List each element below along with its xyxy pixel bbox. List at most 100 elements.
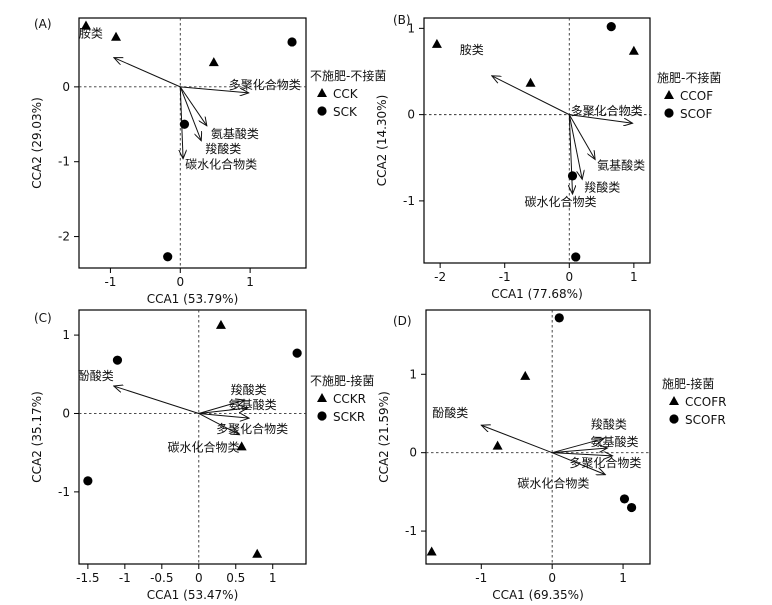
legend-triangle-marker [317, 393, 327, 402]
circle-point [606, 22, 616, 32]
vector-arrow [114, 58, 181, 88]
x-tick-label: 1 [246, 275, 254, 289]
vector-arrow [198, 400, 245, 414]
legend-entry-label: SCOFR [685, 413, 726, 427]
legend-title: 施肥-不接菌 [657, 70, 721, 85]
x-tick-label: 1 [630, 270, 638, 284]
vector-label: 酚酸类 [78, 368, 114, 383]
vector-arrow [568, 114, 595, 160]
circle-point [163, 252, 173, 262]
x-axis-label: CCA1 (69.35%) [492, 588, 584, 602]
vector-arrow [551, 452, 605, 475]
triangle-point [80, 20, 91, 30]
x-tick-label: -1 [119, 571, 131, 585]
vector-arrow [198, 408, 248, 414]
vector-label: 碳水化合物类 [517, 476, 589, 491]
vector-label: 多聚化合物类 [569, 455, 641, 470]
panel-label: (C) [34, 311, 52, 325]
legend-title: 不施肥-接菌 [310, 373, 374, 388]
legend-entry-label: CCOFR [685, 395, 726, 409]
vector-label: 羧酸类 [231, 382, 267, 397]
vector-arrow [492, 76, 570, 116]
triangle-point [628, 45, 639, 55]
circle-point [619, 494, 630, 504]
vector-arrow [114, 386, 199, 414]
vector-arrow [569, 114, 632, 124]
legend-triangle-marker [669, 396, 679, 405]
legend: 不施肥-不接菌 CCK SCK [310, 68, 386, 119]
legend-title: 施肥-接菌 [662, 376, 714, 391]
triangle-point [252, 548, 263, 558]
x-tick-label: 0 [565, 270, 573, 284]
y-tick-label: -1 [58, 155, 70, 169]
panel-label: (D) [393, 314, 412, 328]
plot-frame [425, 309, 651, 565]
y-axis-label: CCA2 (21.59%) [377, 391, 391, 483]
vector-label: 氨基酸类 [229, 397, 277, 412]
legend: 不施肥-接菌 CCKR SCKR [310, 373, 374, 424]
legend-entry-label: CCOF [680, 89, 713, 103]
x-tick-label: -2 [434, 270, 446, 284]
vector-label: 酚酸类 [432, 405, 468, 420]
vector-label: 羧酸类 [205, 141, 241, 156]
y-tick-label: 1 [62, 328, 70, 342]
vector-arrow [198, 412, 249, 418]
plot-frame [78, 17, 307, 269]
circle-point [292, 348, 302, 358]
cca-panel-c: -1.5 -1 -0.5 0 0.5 1 -1 0 1 CCA1 (53.47%) CCA2 (35… [30, 309, 374, 602]
vector-label: 碳水化合物类 [525, 194, 597, 209]
legend-entry-label: CCK [333, 87, 359, 101]
vector-arrow [569, 114, 572, 194]
vector-label: 碳水化合物类 [185, 157, 257, 172]
y-tick-label: 0 [409, 446, 417, 460]
vector-arrow [180, 86, 248, 93]
plot-frame [423, 17, 651, 264]
y-tick-label: 0 [62, 80, 70, 94]
y-tick-label: 0 [62, 406, 70, 420]
legend-entry-label: SCKR [333, 410, 365, 424]
cca-panel-b: -2 -1 0 1 -1 0 1 CCA1 (77.68%) CCA2 (14.30%) (B) 胺… [375, 13, 721, 301]
circle-point [626, 502, 637, 513]
x-tick-label: 0 [548, 571, 556, 585]
cca-panel-a: -1 0 1 -2 -1 0 CCA1 (53.79%) CCA2 (29.03%) (A) 胺类… [30, 17, 386, 306]
vector-arrow [198, 413, 240, 434]
x-axis-label: CCA1 (53.47%) [147, 588, 239, 602]
vector-arrow [179, 86, 201, 141]
vector-arrow [552, 439, 604, 454]
x-axis-label: CCA1 (77.68%) [491, 287, 583, 301]
y-axis-label: CCA2 (29.03%) [30, 97, 44, 189]
legend-circle-marker [317, 106, 327, 116]
triangle-point [431, 38, 442, 48]
x-tick-label: 0.5 [226, 571, 245, 585]
y-tick-label: 1 [407, 21, 415, 35]
circle-point [567, 171, 578, 181]
legend-circle-marker [317, 411, 327, 421]
x-tick-label: -1.5 [76, 571, 99, 585]
circle-point [554, 313, 564, 323]
legend-triangle-marker [317, 88, 327, 97]
y-tick-label: -1 [58, 485, 70, 499]
panel-label: (A) [34, 17, 52, 31]
legend: 施肥-不接菌 CCOF SCOF [657, 70, 721, 121]
y-tick-label: -1 [403, 194, 415, 208]
x-tick-label: 1 [619, 571, 627, 585]
plot-frame [78, 309, 307, 565]
triangle-point [525, 77, 536, 87]
legend-circle-marker [664, 108, 674, 118]
y-tick-label: -1 [405, 524, 417, 538]
x-tick-label: -1 [499, 270, 511, 284]
triangle-point [492, 440, 503, 450]
vector-label: 胺类 [460, 43, 484, 57]
legend-entry-label: CCKR [333, 392, 366, 406]
circle-point [287, 37, 297, 47]
circle-point [83, 476, 93, 486]
vector-label: 多聚化合物类 [216, 421, 288, 436]
triangle-point [236, 441, 247, 451]
x-axis-label: CCA1 (53.79%) [147, 292, 239, 306]
panel-label: (B) [393, 13, 411, 27]
y-tick-label: 0 [407, 108, 415, 122]
vector-label: 氨基酸类 [590, 434, 638, 449]
triangle-point [215, 319, 226, 329]
y-axis-label: CCA2 (14.30%) [375, 95, 389, 187]
